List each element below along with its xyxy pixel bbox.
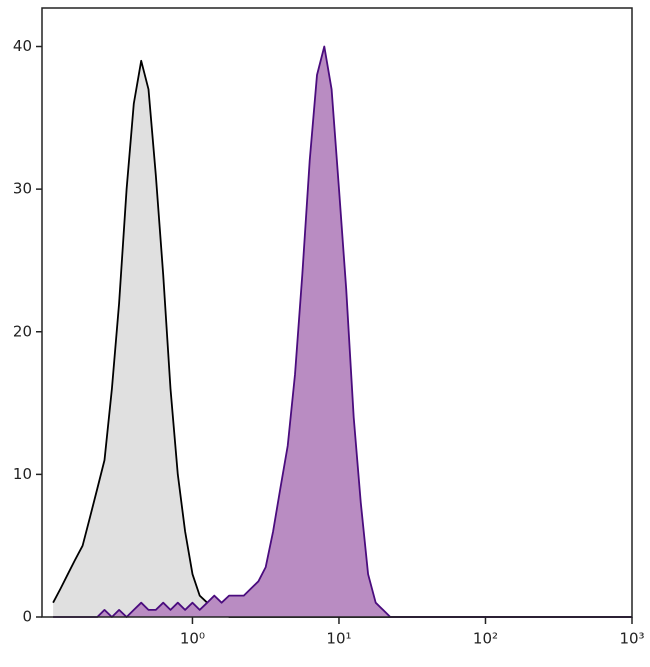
x-tick-label: 10⁰ xyxy=(180,630,205,648)
histogram-area xyxy=(53,46,633,617)
histogram-line xyxy=(53,45,632,618)
x-tick-label: 10³ xyxy=(619,630,644,648)
y-tick-label: 0 xyxy=(22,608,32,626)
plot-frame xyxy=(41,7,633,618)
y-tick-label: 10 xyxy=(13,465,32,483)
y-tick-label: 40 xyxy=(13,37,32,55)
y-tick-label: 30 xyxy=(13,180,32,198)
histogram-area xyxy=(53,60,633,618)
x-tick-label: 10² xyxy=(473,630,498,648)
y-tick-label: 20 xyxy=(13,322,32,340)
x-tick-label: 10¹ xyxy=(326,630,351,648)
